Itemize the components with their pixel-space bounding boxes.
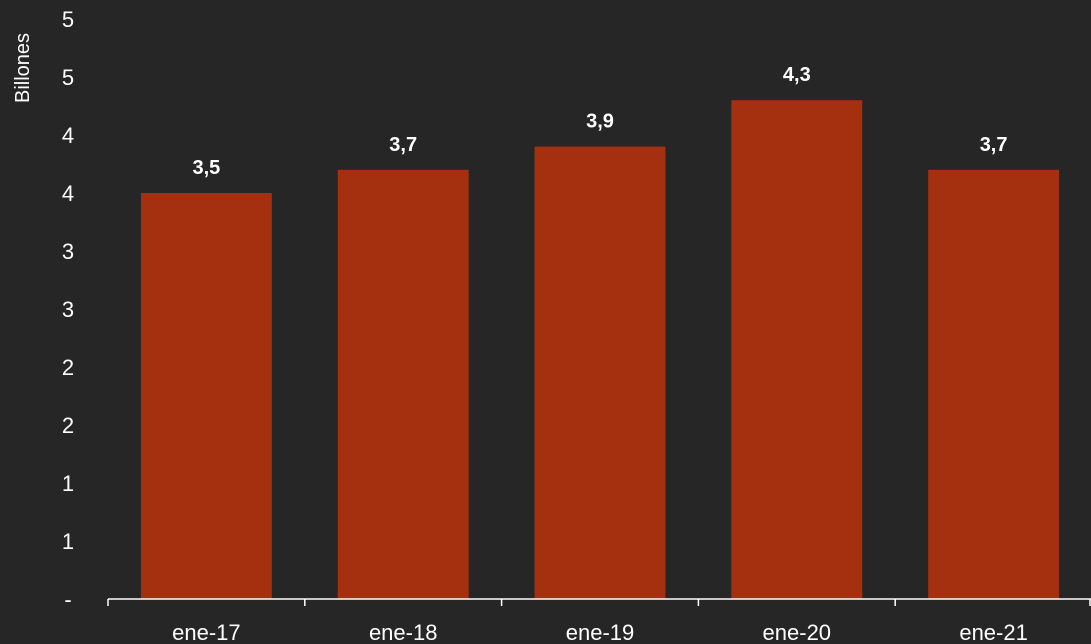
x-axis: ene-17 ene-18 ene-19 ene-20 ene-21 (107, 598, 1091, 644)
bar (337, 169, 469, 600)
x-tick-label: ene-19 (566, 620, 635, 644)
data-label: 3,7 (389, 134, 417, 156)
x-tick-label: ene-20 (763, 620, 832, 644)
y-tick-label: 4 (62, 181, 74, 206)
y-tick-label: 4 (62, 123, 74, 148)
y-tick-label: 1 (62, 529, 74, 554)
bar (140, 193, 272, 599)
bar (731, 100, 863, 599)
bar (534, 146, 666, 599)
y-axis: - 1 1 2 2 3 3 4 4 5 5 (62, 7, 74, 612)
bar (928, 169, 1060, 600)
y-tick-label: 3 (62, 239, 74, 264)
y-axis-label: Billones (12, 33, 34, 103)
y-tick-label: 2 (62, 355, 74, 380)
data-label: 3,7 (980, 134, 1008, 156)
bars (140, 100, 1060, 600)
y-tick-label: 5 (62, 65, 74, 90)
data-label: 3,9 (586, 111, 614, 133)
y-tick-label: 2 (62, 413, 74, 438)
y-tick-label: 5 (62, 7, 74, 32)
y-tick-label: - (64, 587, 71, 612)
x-tick-label: ene-17 (172, 620, 241, 644)
x-tick-label: ene-21 (959, 620, 1028, 644)
y-tick-label: 1 (62, 471, 74, 496)
data-label: 4,3 (783, 64, 811, 86)
x-tick-label: ene-18 (369, 620, 438, 644)
data-label: 3,5 (192, 157, 220, 179)
y-tick-label: 3 (62, 297, 74, 322)
data-labels: 3,5 3,7 3,9 4,3 3,7 (192, 64, 1007, 179)
